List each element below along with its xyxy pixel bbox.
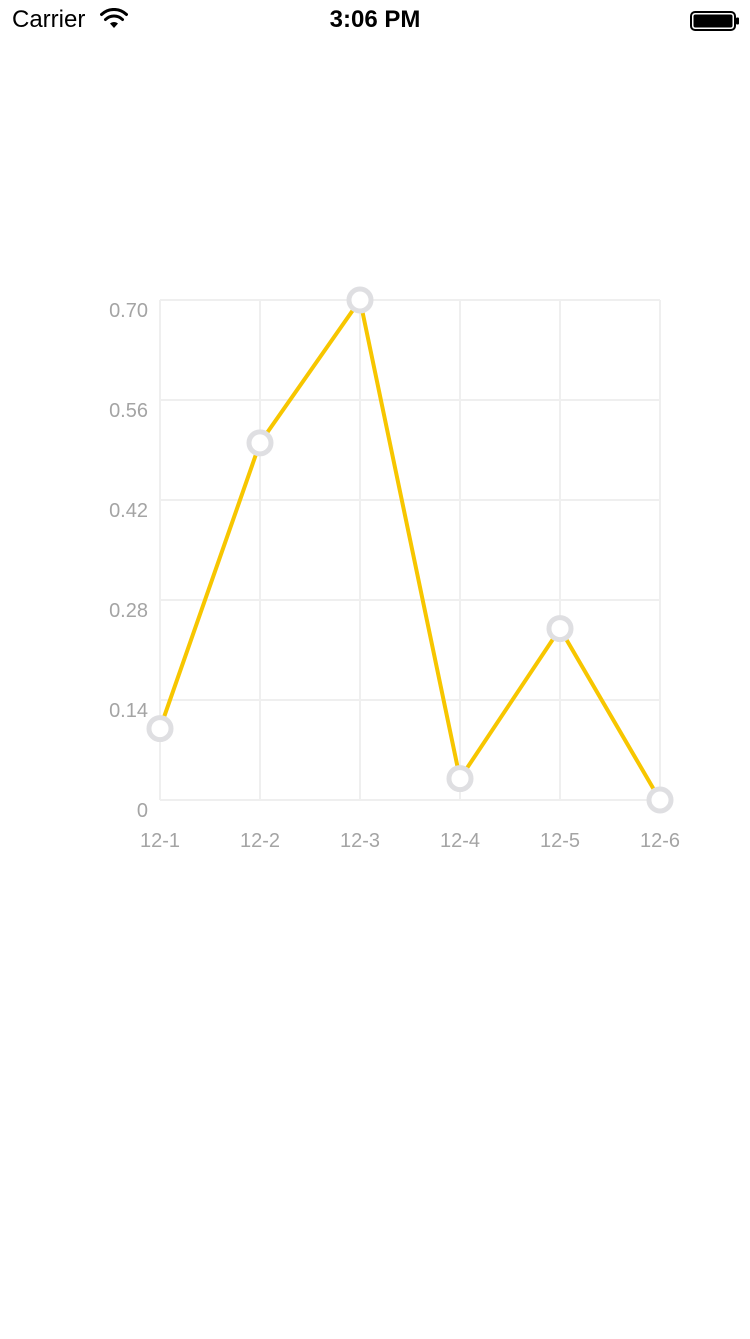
data-point xyxy=(346,286,374,314)
carrier-label: Carrier xyxy=(12,6,86,33)
y-tick-label: 0.14 xyxy=(109,700,148,722)
status-bar: Carrier 3:06 PM xyxy=(0,0,750,40)
y-tick-label: 0 xyxy=(137,800,148,822)
x-tick-label: 12-1 xyxy=(140,830,180,852)
data-point xyxy=(546,615,574,643)
battery-icon xyxy=(690,11,739,31)
y-tick-label: 0.42 xyxy=(109,500,148,522)
x-tick-label: 12-2 xyxy=(240,830,280,852)
x-tick-label: 12-6 xyxy=(640,830,680,852)
data-point xyxy=(246,429,274,457)
series-line xyxy=(158,298,662,802)
status-time: 3:06 PM xyxy=(329,6,421,33)
data-point xyxy=(146,715,174,743)
wifi-icon xyxy=(100,8,128,28)
data-point xyxy=(646,786,674,814)
y-tick-label: 0.28 xyxy=(109,600,148,622)
y-tick-label: 0.56 xyxy=(109,400,148,422)
x-tick-label: 12-3 xyxy=(340,830,380,852)
data-point xyxy=(446,765,474,793)
x-tick-label: 12-5 xyxy=(540,830,580,852)
x-tick-label: 12-4 xyxy=(440,830,480,852)
y-tick-label: 0.70 xyxy=(109,300,148,322)
